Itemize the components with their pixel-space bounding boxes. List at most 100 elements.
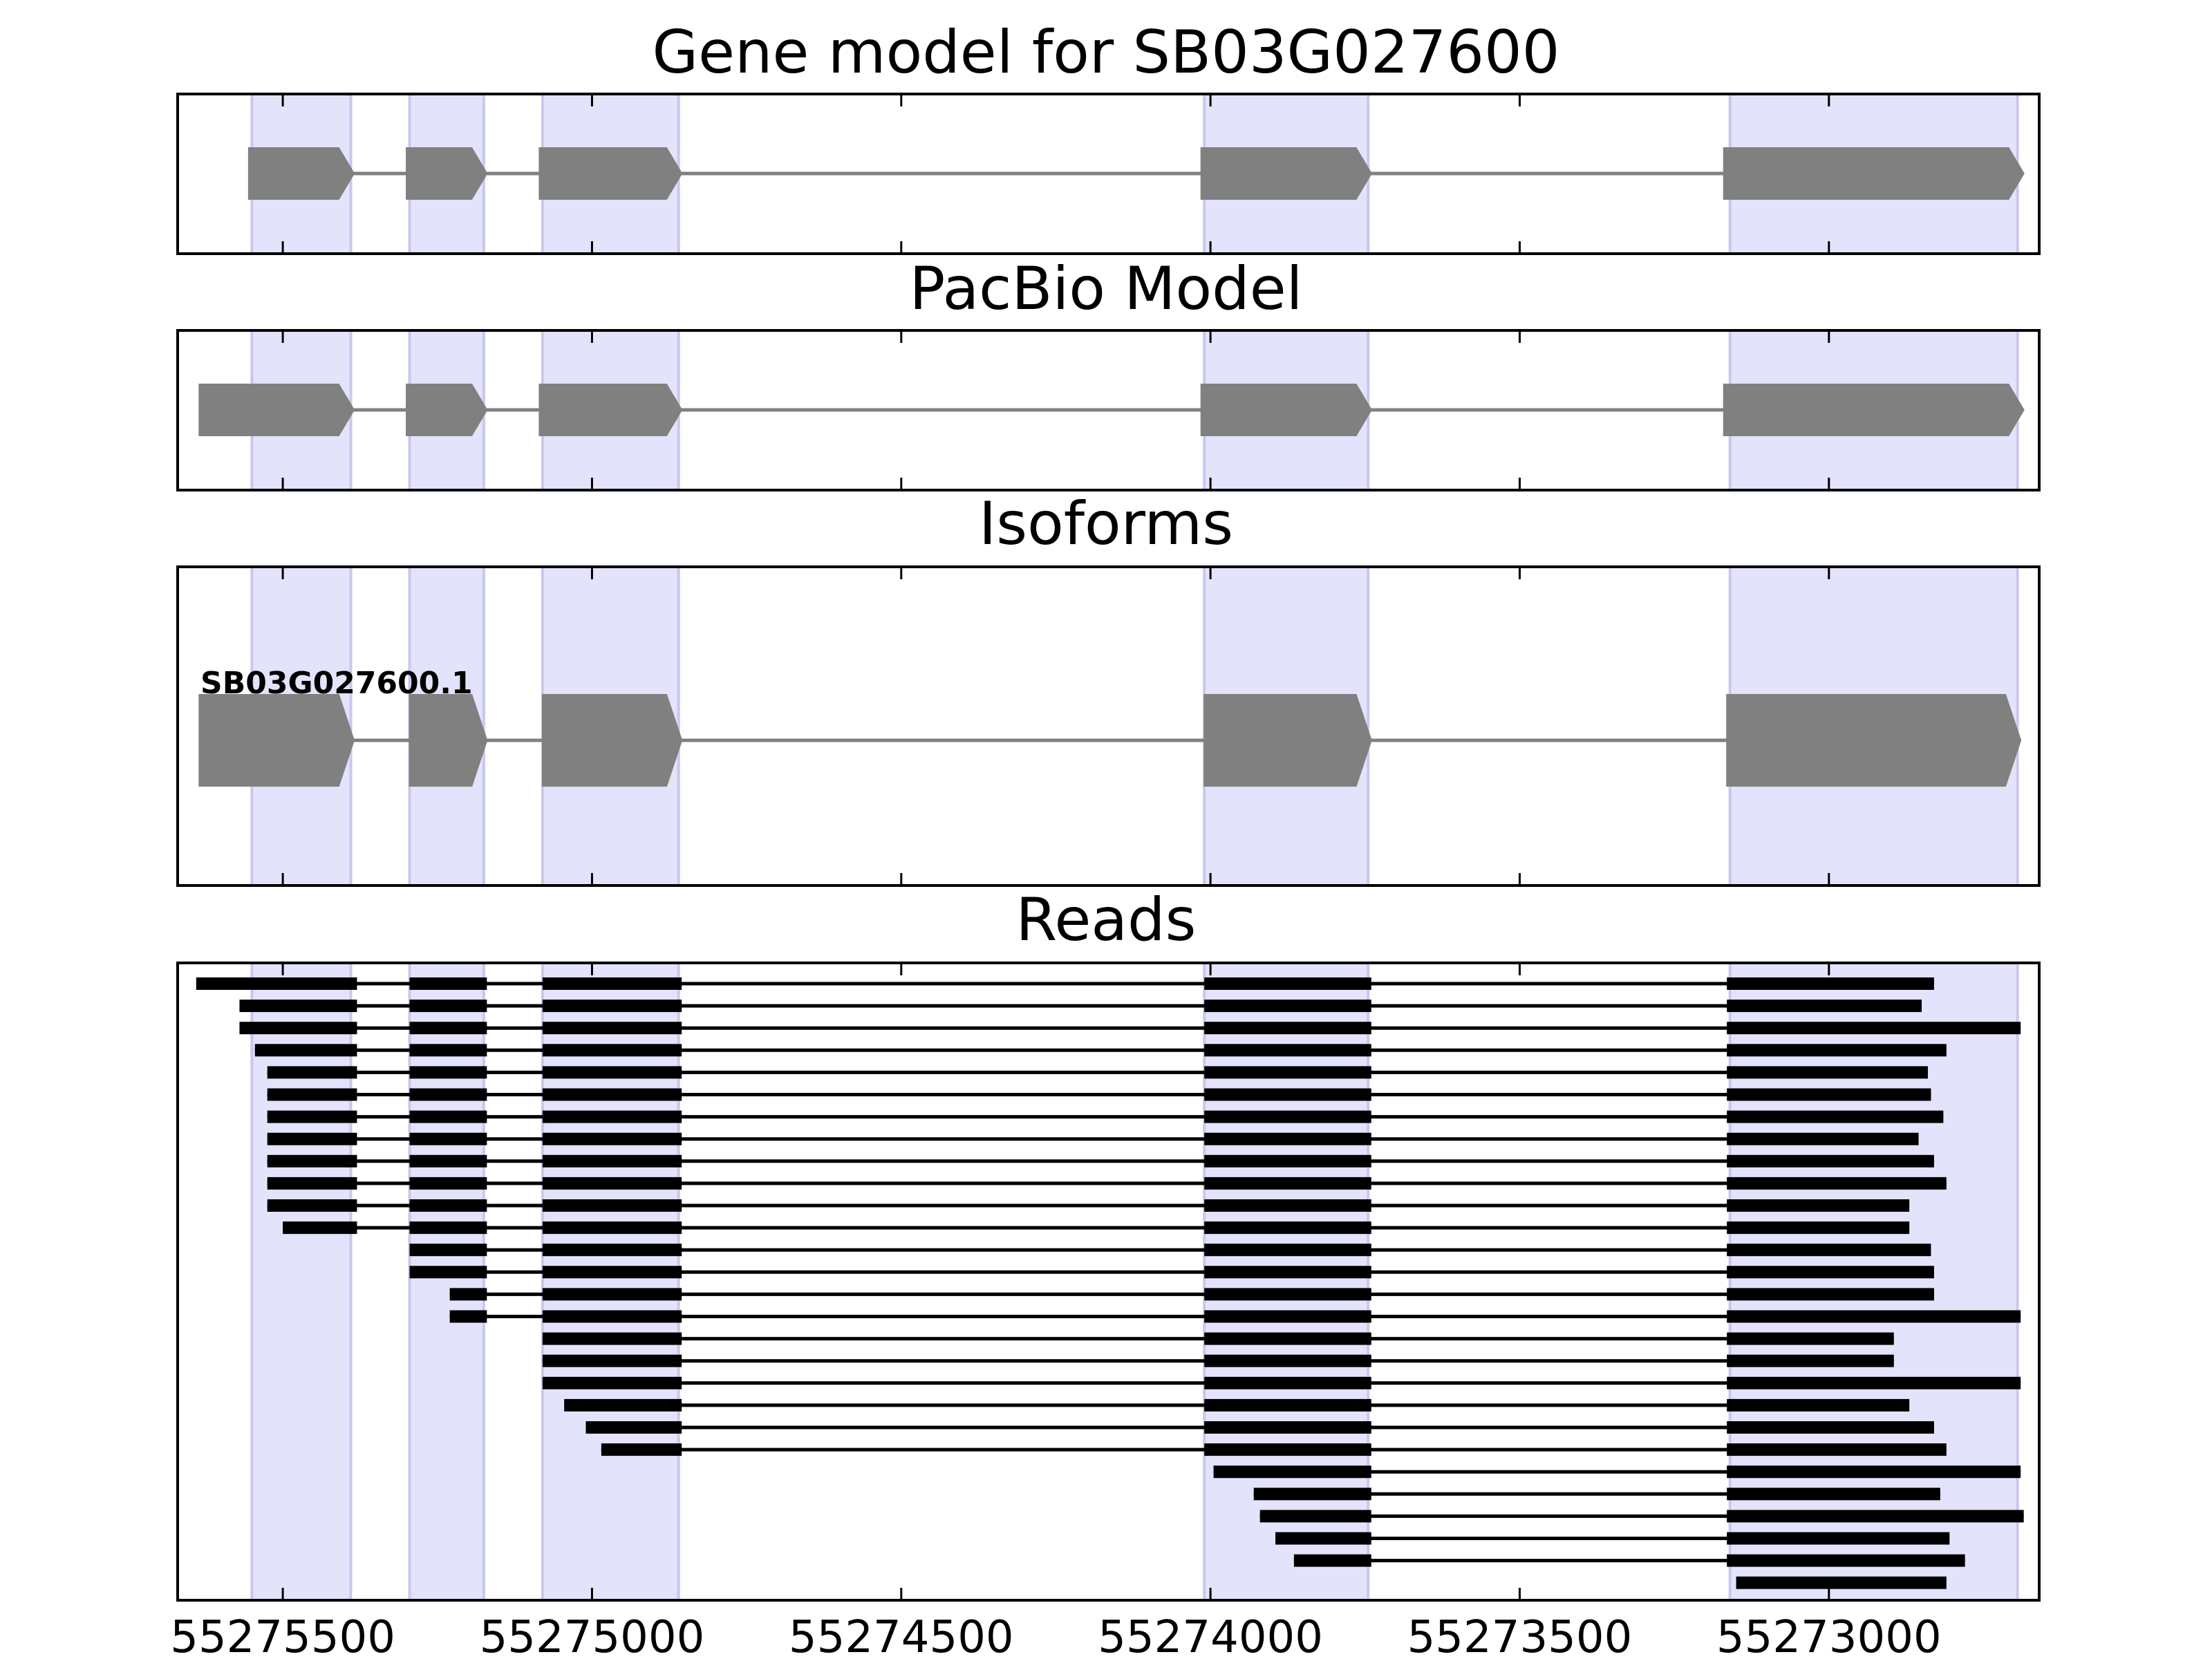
read-block xyxy=(542,1310,682,1323)
panel-gene-model xyxy=(176,93,2041,255)
x-tick-label: 55274500 xyxy=(789,1612,1014,1659)
panel-title-reads: Reads xyxy=(1016,885,1197,955)
read-block xyxy=(1204,1088,1371,1101)
read-block xyxy=(1204,1310,1371,1323)
read-block xyxy=(1204,1000,1371,1013)
read-block xyxy=(1727,1554,1965,1567)
read-block xyxy=(1204,1398,1371,1412)
isoform-exon xyxy=(541,694,683,787)
read-block xyxy=(1727,1154,1934,1168)
read-block xyxy=(542,1199,682,1212)
read-block xyxy=(239,1022,357,1035)
gene-model-exon xyxy=(538,147,683,200)
read-block xyxy=(1213,1465,1371,1479)
panel-isoforms: SB03G027600.1 xyxy=(176,565,2041,887)
read-block xyxy=(1275,1532,1371,1545)
read-block xyxy=(1727,1244,1931,1257)
read-block xyxy=(409,977,487,990)
pacbio-model-exon xyxy=(538,384,683,436)
read-block xyxy=(254,1044,357,1057)
read-block xyxy=(449,1288,487,1301)
read-block xyxy=(409,1221,487,1235)
read-block xyxy=(542,977,682,990)
read-block xyxy=(1727,1421,1934,1434)
read-block xyxy=(542,1221,682,1235)
read-block xyxy=(1727,1066,1928,1079)
isoform-exon xyxy=(1203,694,1372,787)
read-block xyxy=(1727,1000,1922,1013)
read-block xyxy=(1204,1132,1371,1145)
read-block xyxy=(1727,1488,1940,1501)
read-block xyxy=(409,1066,487,1079)
read-block xyxy=(1736,1576,1947,1589)
read-block xyxy=(409,1000,487,1013)
read-block xyxy=(409,1266,487,1279)
read-block xyxy=(1727,1266,1934,1279)
read-block xyxy=(1727,1332,1894,1345)
read-block xyxy=(409,1088,487,1101)
read-block xyxy=(1727,1532,1950,1545)
read-block xyxy=(409,1132,487,1145)
read-block xyxy=(1293,1554,1371,1567)
read-block xyxy=(1204,1110,1371,1123)
read-block xyxy=(267,1154,357,1168)
panel-title-gene-model: Gene model for SB03G027600 xyxy=(653,18,1560,87)
isoform-exon xyxy=(1726,694,2022,787)
read-block xyxy=(1259,1510,1371,1523)
read-block xyxy=(1204,1443,1371,1456)
read-block xyxy=(1727,1443,1947,1456)
read-block xyxy=(542,1044,682,1057)
read-block xyxy=(1204,977,1371,990)
x-tick-label: 55273500 xyxy=(1407,1612,1633,1659)
panel-title-pacbio-model: PacBio Model xyxy=(909,254,1302,324)
read-block xyxy=(1727,1354,1894,1367)
read-block xyxy=(267,1110,357,1123)
read-block xyxy=(564,1398,682,1412)
x-tick-label: 55274000 xyxy=(1098,1612,1323,1659)
pacbio-model-exon xyxy=(406,384,488,436)
read-block xyxy=(1727,1110,1944,1123)
read-block xyxy=(1727,1044,1947,1057)
panel-title-isoforms: Isoforms xyxy=(979,489,1233,559)
read-block xyxy=(1727,1376,2021,1389)
pacbio-model-exon xyxy=(198,384,355,436)
panel-frame xyxy=(176,329,2041,491)
read-block xyxy=(1727,1398,1910,1412)
read-block xyxy=(1727,1510,2024,1523)
isoform-exon xyxy=(198,694,355,787)
read-block xyxy=(542,1088,682,1101)
pacbio-model-exon xyxy=(1200,384,1372,436)
read-block xyxy=(542,1244,682,1257)
read-block xyxy=(1204,1332,1371,1345)
read-block xyxy=(283,1221,357,1235)
read-block xyxy=(1204,1244,1371,1257)
x-tick-label: 55275000 xyxy=(480,1612,705,1659)
exon-highlight xyxy=(541,962,680,1602)
read-block xyxy=(1727,1199,1910,1212)
read-block xyxy=(542,1066,682,1079)
read-block xyxy=(409,1177,487,1190)
exon-highlights xyxy=(250,962,2019,1602)
read-block xyxy=(1204,1177,1371,1190)
read-block xyxy=(542,1266,682,1279)
panel-frame xyxy=(176,962,2041,1602)
pacbio-model-exon xyxy=(1723,384,2025,436)
read-block xyxy=(1727,1177,1947,1190)
read-block xyxy=(542,1354,682,1367)
read-block xyxy=(1204,1421,1371,1434)
read-block xyxy=(1204,1288,1371,1301)
panel-frame xyxy=(176,565,2041,887)
read-block xyxy=(409,1110,487,1123)
read-block xyxy=(267,1132,357,1145)
gene-model-exon xyxy=(247,147,355,200)
read-block xyxy=(542,1376,682,1389)
read-block xyxy=(1727,1288,1934,1301)
panel-pacbio-model xyxy=(176,329,2041,491)
read-block xyxy=(1727,1088,1931,1101)
x-axis-tick-labels: 55275500 55275000 55274500 55274000 5527… xyxy=(170,1612,1941,1659)
read-block xyxy=(1204,1044,1371,1057)
read-block xyxy=(267,1066,357,1079)
read-block xyxy=(1204,1266,1371,1279)
read-block xyxy=(1727,1132,1919,1145)
read-block xyxy=(542,1177,682,1190)
